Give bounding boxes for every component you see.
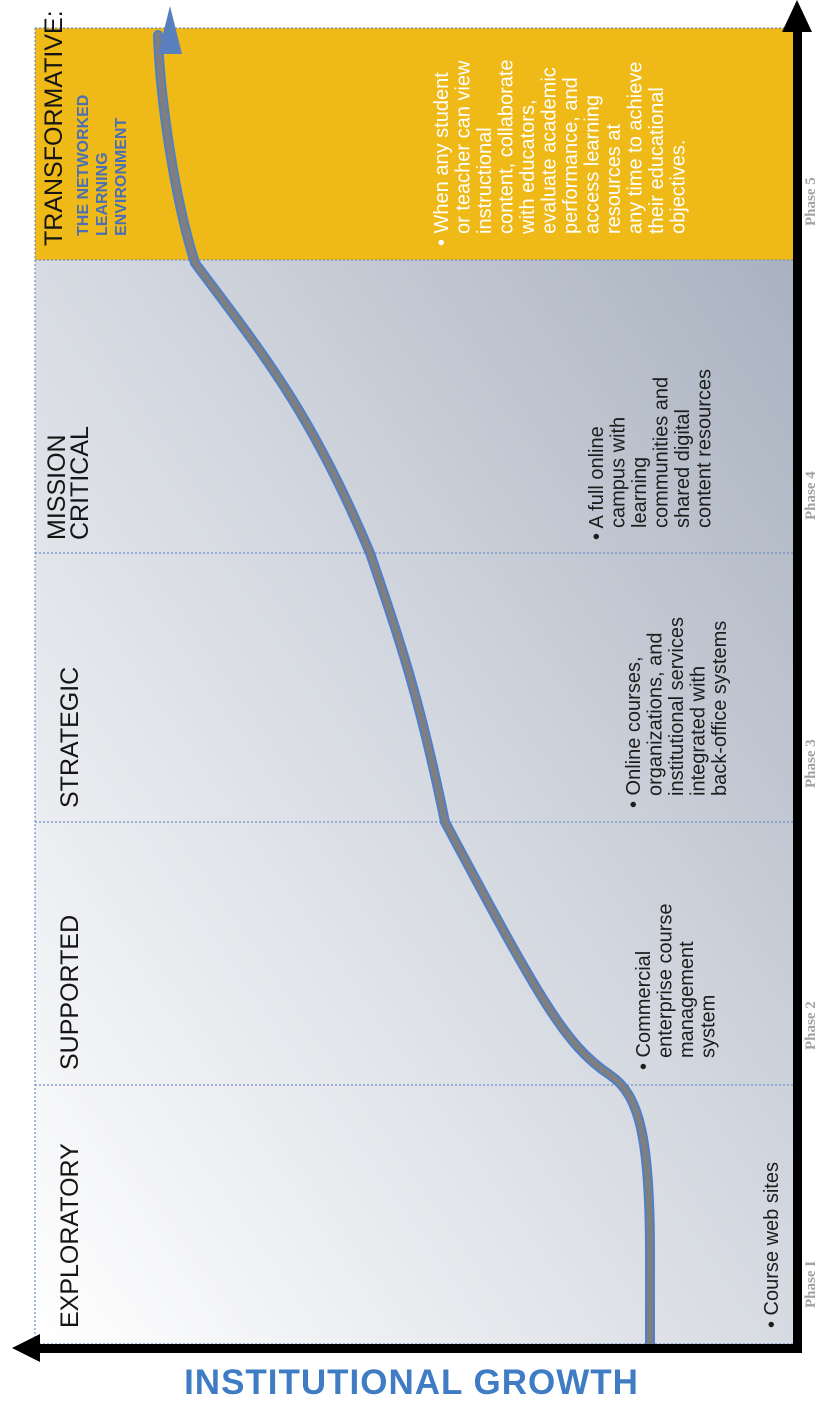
growth-curve: [153, 6, 655, 1351]
stage-description: shared digital: [672, 409, 694, 528]
stage-title: TRANSFORMATIVE:: [40, 10, 68, 246]
stage-title: STRATEGIC: [56, 667, 84, 808]
stage-description: any time to achieve: [625, 62, 647, 234]
stage-title: EXPLORATORY: [56, 1143, 84, 1328]
stage-description: their educational: [646, 87, 668, 234]
stage-description: integrated with: [688, 666, 710, 796]
stage-description: • When any student: [431, 72, 453, 246]
stage-description: enterprise course: [655, 903, 677, 1058]
stage-title: CRITICAL: [66, 426, 94, 540]
phase-label: Phase I: [803, 1261, 819, 1308]
stage-description: content, collaborate: [496, 59, 518, 234]
vertical-axis-line: [793, 25, 802, 1351]
stage-description: • Online courses,: [623, 656, 645, 808]
stage-description: or teacher can view: [453, 60, 475, 234]
stage-subtitle: LEARNING: [94, 152, 111, 236]
stage-description: • A full online: [586, 426, 608, 540]
stage-description: organizations, and: [645, 633, 667, 796]
stage-title: MISSION: [43, 434, 71, 540]
horizontal-axis-line: [28, 1344, 802, 1353]
stage-description: campus with: [608, 417, 630, 528]
stage-description: content resources: [694, 369, 716, 528]
stage-texts: EXPLORATORY • Course web sites Phase I SUPP…: [40, 10, 819, 1328]
stage-description: learning: [629, 457, 651, 528]
stage-description: objectives.: [668, 140, 690, 235]
curve-arrowhead: [158, 6, 182, 54]
stage-description: back-office systems: [709, 621, 731, 796]
institutional-growth-label: INSTITUTIONAL GROWTH: [184, 1363, 639, 1402]
stage-description: • Commercial: [633, 951, 655, 1070]
stage-description: institutional services: [666, 617, 688, 796]
phase-label: Phase 4: [803, 471, 819, 520]
stage-description: system: [698, 995, 720, 1058]
stage-subtitle: THE NETWORKED: [75, 95, 92, 236]
stage-description: • Course web sites: [761, 1162, 783, 1328]
stage-subtitle: ENVIRONMENT: [113, 118, 130, 236]
stage-description: communities and: [651, 377, 673, 528]
axes: [12, 0, 812, 1362]
stage-description: instructional: [474, 127, 496, 234]
horizontal-axis-arrowhead: [12, 1334, 40, 1362]
phase-label: Phase 2: [803, 1001, 819, 1050]
stage-dividers: [34, 27, 793, 1345]
stage-title: SUPPORTED: [56, 915, 84, 1070]
stage-description: resources at: [603, 124, 625, 234]
stage-description: performance, and: [560, 77, 582, 234]
stage-description: evaluate academic: [539, 67, 561, 234]
stages-background: [35, 258, 793, 1344]
stage-description: access learning: [582, 95, 604, 234]
vertical-axis-arrowhead: [782, 0, 812, 32]
phase-label: Phase 5: [803, 177, 819, 226]
stage-description: management: [676, 941, 698, 1058]
phase-label: Phase 3: [803, 739, 819, 788]
stage-description: with educators,: [517, 99, 539, 235]
